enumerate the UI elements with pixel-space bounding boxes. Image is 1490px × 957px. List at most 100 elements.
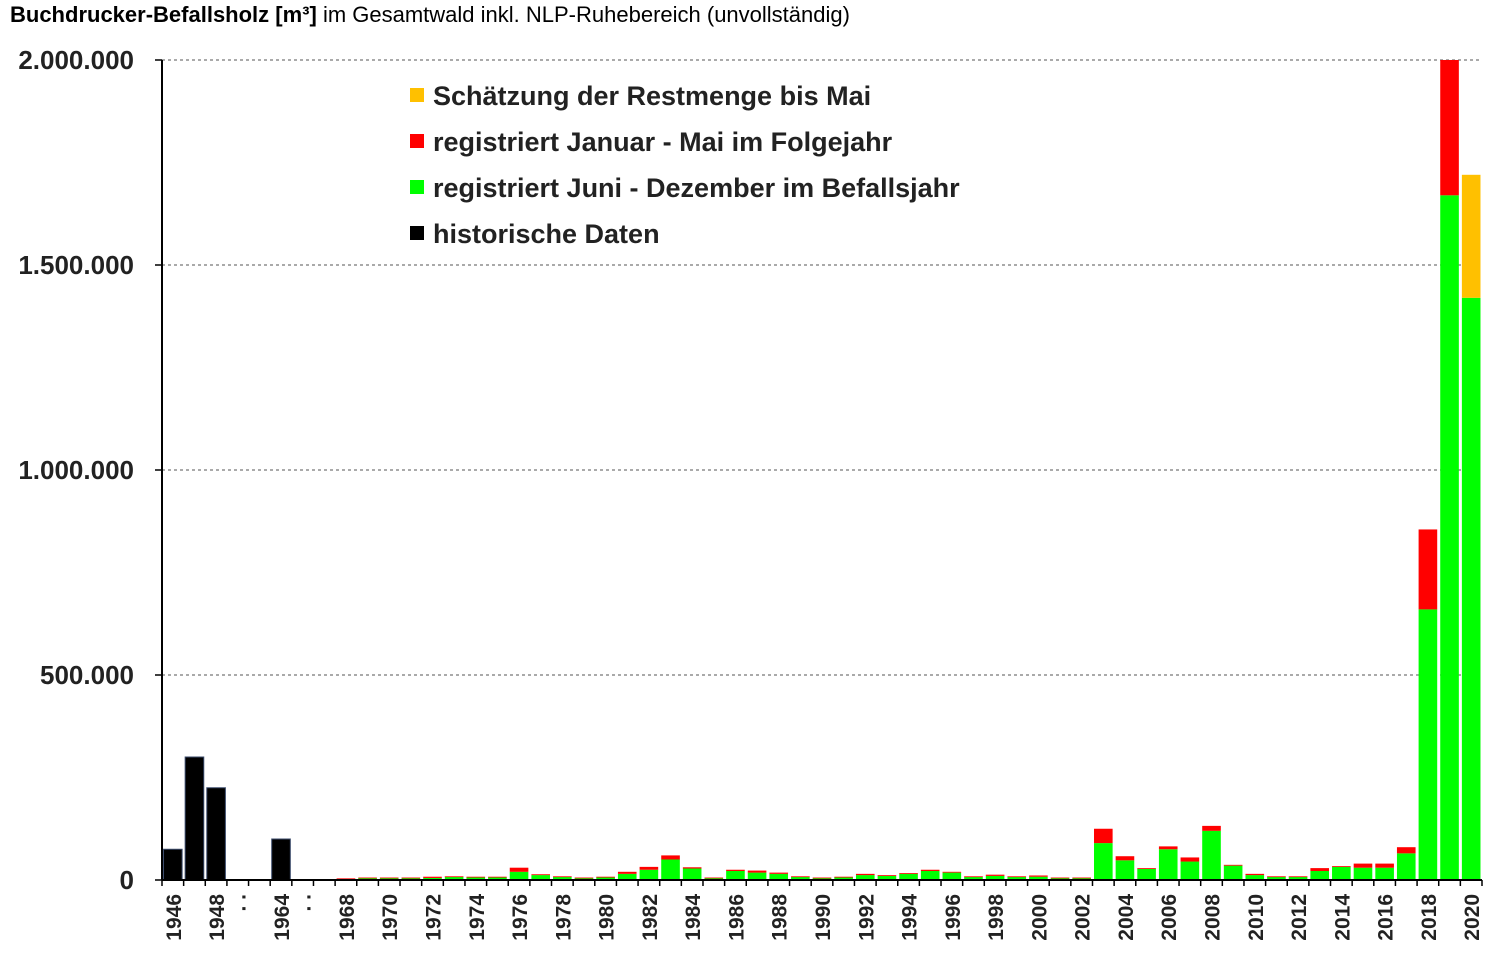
bar-jan_mai xyxy=(401,877,421,879)
bar-juni_dez xyxy=(769,873,789,880)
bar-juni_dez xyxy=(1223,865,1243,880)
bar-jan_mai xyxy=(855,873,875,876)
bar-jan_mai xyxy=(1029,875,1048,877)
x-tick-label: 2004 xyxy=(1115,894,1138,941)
x-tick-label: 1988 xyxy=(769,894,792,941)
bar-jan_mai xyxy=(747,870,767,873)
bar-jan_mai xyxy=(834,876,853,878)
bar-juni_dez xyxy=(791,876,810,880)
bar-jan_mai xyxy=(1396,847,1416,854)
chart-title: Buchdrucker-Befallsholz [m³] im Gesamtwa… xyxy=(10,2,850,28)
x-tick-label: 1990 xyxy=(812,894,835,941)
bar-juni_dez xyxy=(899,873,918,880)
bar-jan_mai xyxy=(1440,60,1459,196)
x-tick-label: 1994 xyxy=(899,894,922,941)
bar-juni_dez xyxy=(1245,875,1265,880)
bar-jan_mai xyxy=(1375,863,1394,868)
bar-juni_dez xyxy=(1137,868,1156,880)
bar-juni_dez xyxy=(1288,876,1308,880)
x-tick-label: 1992 xyxy=(855,894,878,941)
y-tick-label: 0 xyxy=(120,865,134,895)
bar-juni_dez xyxy=(1007,876,1027,880)
bar-jan_mai xyxy=(899,873,918,874)
bar-historisch xyxy=(206,787,226,881)
bar-jan_mai xyxy=(682,867,702,869)
x-tick-label: 2006 xyxy=(1158,894,1181,941)
bar-juni_dez xyxy=(1267,876,1286,880)
bar-juni_dez xyxy=(834,877,853,880)
legend-swatch-jan_mai xyxy=(410,134,424,148)
bar-jan_mai xyxy=(920,869,940,871)
x-tick-label: 2000 xyxy=(1028,894,1051,941)
bar-juni_dez xyxy=(531,875,550,880)
bar-juni_dez xyxy=(1158,849,1178,880)
x-tick-label: 2016 xyxy=(1375,894,1398,941)
bar-jan_mai xyxy=(488,876,507,878)
bar-jan_mai xyxy=(942,871,962,873)
bar-jan_mai xyxy=(1007,876,1027,878)
legend-label-historisch: historische Daten xyxy=(433,219,660,249)
legend-swatch-juni_dez xyxy=(410,180,424,194)
bar-juni_dez xyxy=(379,877,399,880)
x-axis-ticks: 1946 1948. . 1964. . 1968 1970 1972 1974 1976 19… xyxy=(161,880,1484,941)
x-tick-label: 2018 xyxy=(1418,894,1441,941)
bar-juni_dez xyxy=(509,871,529,880)
bar-juni_dez xyxy=(1180,861,1200,880)
x-tick-label: 1964 xyxy=(271,894,294,941)
bar-jan_mai xyxy=(964,876,983,878)
x-tick-label: 1996 xyxy=(942,894,965,941)
bar-jan_mai xyxy=(466,876,486,878)
bar-historisch xyxy=(163,848,183,881)
bar-juni_dez xyxy=(1461,297,1481,880)
bar-jan_mai xyxy=(1115,856,1135,861)
x-tick-label: 1982 xyxy=(639,894,662,941)
x-tick-label: 2008 xyxy=(1202,894,1225,941)
bar-juni_dez xyxy=(812,877,832,880)
bar-juni_dez xyxy=(423,877,442,880)
x-tick-label: 1968 xyxy=(336,894,359,941)
legend-label-jan_mai: registriert Januar - Mai im Folgejahr xyxy=(433,127,893,157)
x-tick-label: 1946 xyxy=(163,894,186,941)
y-tick-label: 500.000 xyxy=(40,660,134,690)
bar-juni_dez xyxy=(617,873,637,880)
bar-juni_dez xyxy=(553,876,572,880)
bar-jan_mai xyxy=(812,877,832,879)
y-tick-label: 1.500.000 xyxy=(18,250,134,280)
bar-historisch xyxy=(271,838,291,881)
bar-jan_mai xyxy=(444,876,464,878)
bar-juni_dez xyxy=(661,859,680,880)
legend-label-schaetzung: Schätzung der Restmenge bis Mai xyxy=(433,81,871,111)
bar-jan_mai xyxy=(791,876,810,878)
x-tick-label: 1998 xyxy=(985,894,1008,941)
bar-juni_dez xyxy=(1375,867,1394,880)
legend-label-juni_dez: registriert Juni - Dezember im Befallsja… xyxy=(433,173,960,203)
bar-jan_mai xyxy=(877,875,897,876)
bar-jan_mai xyxy=(1072,877,1091,879)
bar-juni_dez xyxy=(920,870,940,880)
bar-juni_dez xyxy=(488,877,507,880)
bar-jan_mai xyxy=(769,872,789,874)
y-axis-ticks: 0 500.000 1.000.000 1.500.000 2.000.000 xyxy=(18,45,162,895)
bar-juni_dez xyxy=(1072,877,1091,880)
bar-juni_dez xyxy=(401,877,421,880)
bar-jan_mai xyxy=(1245,873,1265,876)
bar-juni_dez xyxy=(444,876,464,880)
x-tick-label: 1948 xyxy=(206,894,229,941)
bar-juni_dez xyxy=(942,872,962,880)
x-tick-label: . . xyxy=(228,894,251,912)
bar-juni_dez xyxy=(682,868,702,880)
x-tick-label: 2020 xyxy=(1461,894,1484,941)
bar-juni_dez xyxy=(574,877,594,880)
chart-title-bold: Buchdrucker-Befallsholz [m³] xyxy=(10,2,317,27)
x-tick-label: 1984 xyxy=(682,894,705,941)
bar-jan_mai xyxy=(1158,846,1178,850)
bar-jan_mai xyxy=(639,866,659,870)
bar-juni_dez xyxy=(877,875,897,880)
bar-juni_dez xyxy=(726,870,745,880)
bar-jan_mai xyxy=(1223,864,1243,866)
bar-jan_mai xyxy=(1094,828,1113,844)
bar-juni_dez xyxy=(1094,843,1113,880)
bar-jan_mai xyxy=(1288,876,1308,878)
bar-jan_mai xyxy=(1267,876,1286,878)
